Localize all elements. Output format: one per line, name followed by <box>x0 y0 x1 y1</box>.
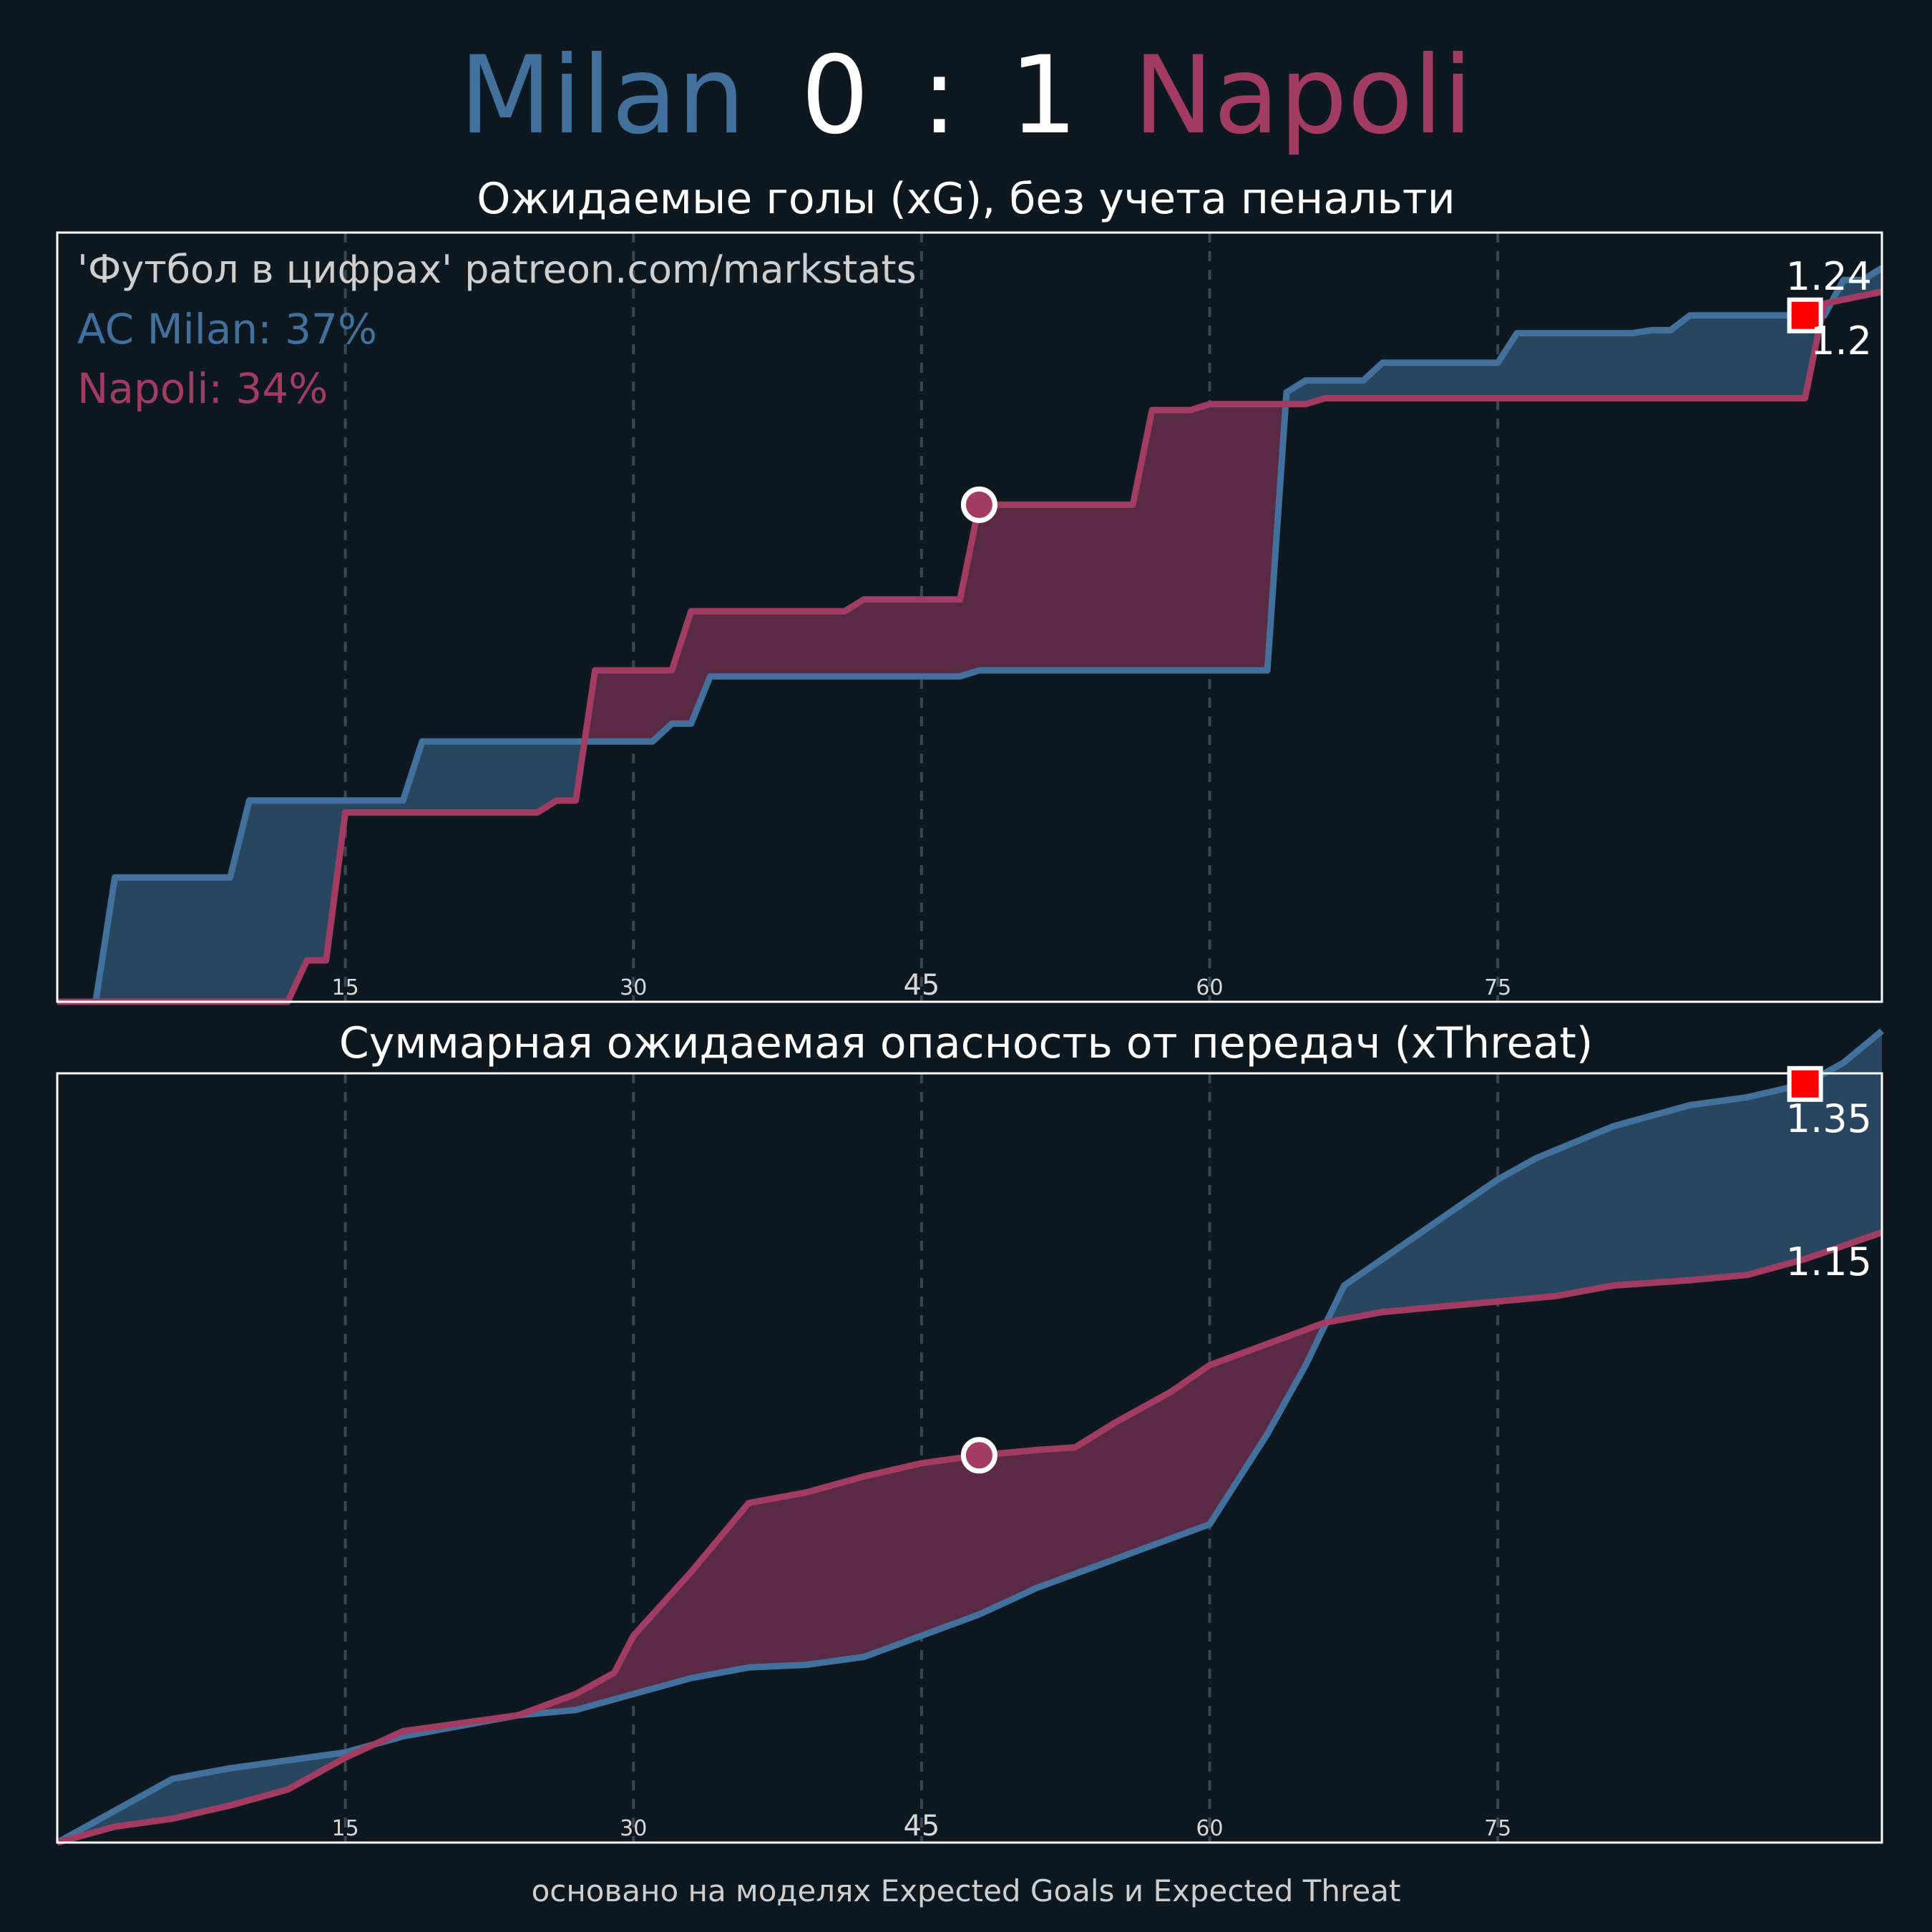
x-tick-label-60: 60 <box>1196 1816 1223 1841</box>
napoli-end-value: 1.2 <box>1810 318 1872 364</box>
series-line-napoli <box>57 288 1883 1005</box>
advantage-fill-away <box>522 1315 1330 1715</box>
home-score: 0 <box>801 34 869 158</box>
advantage-fill-home <box>57 735 586 1002</box>
xthreat-panel: 15 30 45 60 75 1.35 1.15 <box>55 1028 1884 1846</box>
x-tick-label-75: 75 <box>1484 975 1511 1000</box>
xg-panel: 15 30 45 60 75 1.24 1.2 'Футбол в цифрах' patre… <box>56 231 1884 1005</box>
xthreat-panel-title: Суммарная ожидаемая опасность от передач… <box>339 1018 1593 1068</box>
advantage-fill-home <box>57 1742 379 1843</box>
milan-end-value: 1.35 <box>1786 1096 1872 1141</box>
goal-marker <box>960 486 997 523</box>
final-whistle-marker <box>1787 1065 1823 1102</box>
x-tick-label-45: 45 <box>903 1810 940 1843</box>
goal-marker <box>960 1437 997 1474</box>
advantage-fill-home <box>1330 1030 1882 1322</box>
xg-panel-title: Ожидаемые голы (xG), без учета пенальти <box>477 174 1455 224</box>
series-line-milan <box>57 265 1884 1005</box>
x-tick-label-60: 60 <box>1196 975 1223 1000</box>
series-line-milan <box>55 1028 1884 1845</box>
advantage-fill-away <box>585 392 1287 742</box>
x-tick-label-15: 15 <box>332 975 359 1000</box>
plot-frame <box>56 1072 1883 1844</box>
legend-entry-napoli: Napoli: 34% <box>77 364 328 413</box>
home-team-name: Milan <box>459 34 746 158</box>
x-tick-label-30: 30 <box>620 1816 647 1841</box>
milan-end-value: 1.24 <box>1786 254 1872 299</box>
final-whistle-marker <box>1787 297 1823 333</box>
away-score: 1 <box>1010 34 1078 158</box>
x-tick-label-45: 45 <box>903 969 940 1002</box>
x-tick-label-30: 30 <box>620 975 647 1000</box>
match-title: Milan 0 : 1 Napoli <box>459 34 1473 158</box>
legend-entry-milan: AC Milan: 37% <box>77 305 377 353</box>
series-line-napoli <box>56 1229 1883 1846</box>
x-tick-label-15: 15 <box>332 1816 359 1841</box>
score-separator: : <box>921 34 957 158</box>
away-team-name: Napoli <box>1133 34 1473 158</box>
plot-frame <box>56 231 1883 1003</box>
source-credit: 'Футбол в цифрах' patreon.com/markstats <box>77 247 917 292</box>
footer-note: основано на моделях Expected Goals и Exp… <box>532 1873 1401 1908</box>
advantage-fill-home <box>1286 303 1825 404</box>
x-tick-label-75: 75 <box>1484 1816 1511 1841</box>
napoli-end-value: 1.15 <box>1786 1239 1872 1284</box>
